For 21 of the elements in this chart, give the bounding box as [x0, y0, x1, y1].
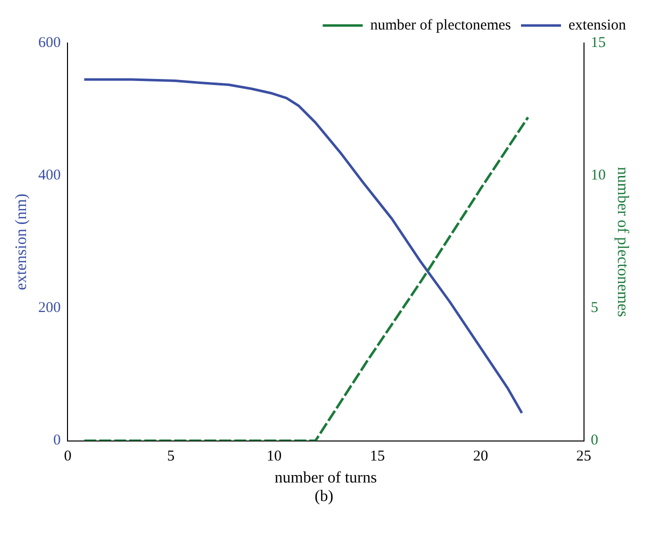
y-tick-label: 0 [53, 432, 61, 449]
x-axis-title: number of turns [274, 470, 377, 487]
y-axis-title: extension (nm) [12, 194, 30, 290]
y2-tick-label: 5 [590, 300, 598, 316]
x-tick-label: 10 [266, 448, 282, 465]
x-tick-label: 20 [473, 448, 488, 465]
legend-label: extension [568, 17, 626, 34]
line-series [82, 116, 530, 441]
x-tick-label: 25 [576, 448, 592, 465]
x-tick-label: 15 [370, 448, 385, 465]
y2-tick-label: 10 [590, 168, 606, 184]
legend-label: number of plectonemes [370, 17, 512, 34]
y-tick-label: 200 [38, 300, 61, 316]
y-tick-label: 400 [38, 168, 61, 184]
x-tick-label: 0 [64, 448, 72, 465]
x-tick-label: 5 [167, 448, 175, 465]
y2-axis-title: number of plectonemes [614, 166, 632, 317]
y2-tick-label: 0 [590, 432, 598, 449]
y-tick-label: 600 [38, 34, 61, 51]
text: (b) [314, 488, 334, 506]
y2-tick-label: 15 [590, 34, 606, 51]
